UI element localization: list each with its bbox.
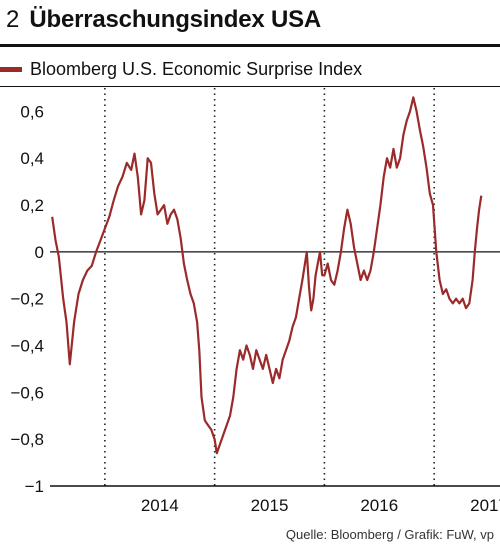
legend-label: Bloomberg U.S. Economic Surprise Index	[30, 58, 363, 79]
x-tick-label: 2015	[251, 496, 289, 515]
y-tick-label: 0,4	[20, 149, 44, 168]
y-tick-label: 0,2	[20, 196, 44, 215]
y-tick-label: 0	[35, 243, 44, 262]
legend: Bloomberg U.S. Economic Surprise Index	[0, 56, 362, 82]
y-tick-label: 0,6	[20, 102, 44, 121]
x-tick-label: 2016	[360, 496, 398, 515]
y-tick-label: −0,4	[10, 337, 44, 356]
x-tick-label: 2014	[141, 496, 179, 515]
y-tick-label: −0,6	[10, 383, 44, 402]
x-tick-label: 2017	[470, 496, 500, 515]
legend-rule	[0, 86, 500, 87]
figure-title: Überraschungsindex USA	[29, 6, 322, 33]
series-line	[51, 96, 483, 455]
y-tick-label: −0,2	[10, 290, 44, 309]
source-note: Quelle: Bloomberg / Grafik: FuW, vp	[285, 527, 494, 542]
y-tick-label: −1	[25, 477, 44, 496]
legend-swatch	[0, 66, 22, 72]
figure-number: 2	[6, 6, 20, 33]
title-rule	[0, 44, 500, 47]
y-tick-label: −0,8	[10, 430, 44, 449]
figure-header: 2 Überraschungsindex USA	[6, 6, 321, 40]
